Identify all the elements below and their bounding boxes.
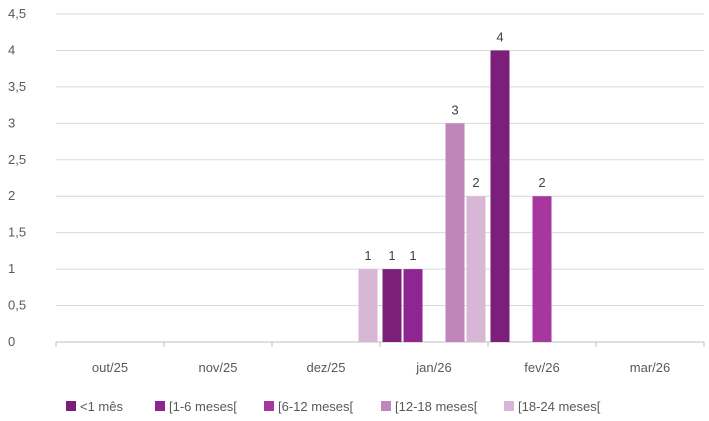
y-axis-ticks: 0 0,5 1 1,5 2 2,5 3 3,5 4 4,5 [8,6,26,349]
y-tick-label: 2 [8,188,15,203]
legend-swatch [66,401,76,411]
legend-label: <1 mês [80,399,123,414]
data-label: 1 [388,248,395,263]
data-label: 1 [409,248,416,263]
bar [382,269,402,342]
x-tick-label: mar/26 [630,360,670,375]
y-tick-label: 1 [8,261,15,276]
legend-label: [12-18 meses[ [395,399,478,414]
y-tick-label: 1,5 [8,225,26,240]
data-label: 1 [364,248,371,263]
y-tick-label: 3,5 [8,79,26,94]
y-tick-label: 0,5 [8,298,26,313]
y-tick-label: 2,5 [8,152,26,167]
legend-label: [18-24 meses[ [518,399,601,414]
x-tick-label: dez/25 [306,360,345,375]
data-label: 4 [496,29,503,44]
x-tick-label: jan/26 [415,360,451,375]
y-tick-label: 0 [8,334,15,349]
bar [466,196,486,342]
legend-item: [18-24 meses[ [504,399,601,414]
legend-swatch [504,401,514,411]
bar [403,269,423,342]
bars [358,50,552,342]
bar [445,123,465,342]
bar [358,269,378,342]
y-tick-label: 3 [8,115,15,130]
y-tick-label: 4 [8,42,15,57]
bar [490,50,510,342]
legend-item: [1-6 meses[ [155,399,237,414]
legend-item: [6-12 meses[ [264,399,354,414]
legend-swatch [155,401,165,411]
bar [532,196,552,342]
legend-swatch [264,401,274,411]
data-label: 2 [472,175,479,190]
data-label: 3 [451,102,458,117]
y-tick-label: 4,5 [8,6,26,21]
legend-item: <1 mês [66,399,123,414]
x-tick-label: out/25 [92,360,128,375]
x-tick-label: nov/25 [198,360,237,375]
legend-item: [12-18 meses[ [381,399,478,414]
legend-label: [1-6 meses[ [169,399,237,414]
x-tick-label: fev/26 [524,360,559,375]
legend-swatch [381,401,391,411]
x-axis-ticks: out/25 nov/25 dez/25 jan/26 fev/26 mar/26 [55,342,705,375]
data-label: 2 [538,175,545,190]
legend-label: [6-12 meses[ [278,399,354,414]
gridlines [56,13,704,343]
legend: <1 mês [1-6 meses[ [6-12 meses[ [12-18 mese… [66,399,601,414]
